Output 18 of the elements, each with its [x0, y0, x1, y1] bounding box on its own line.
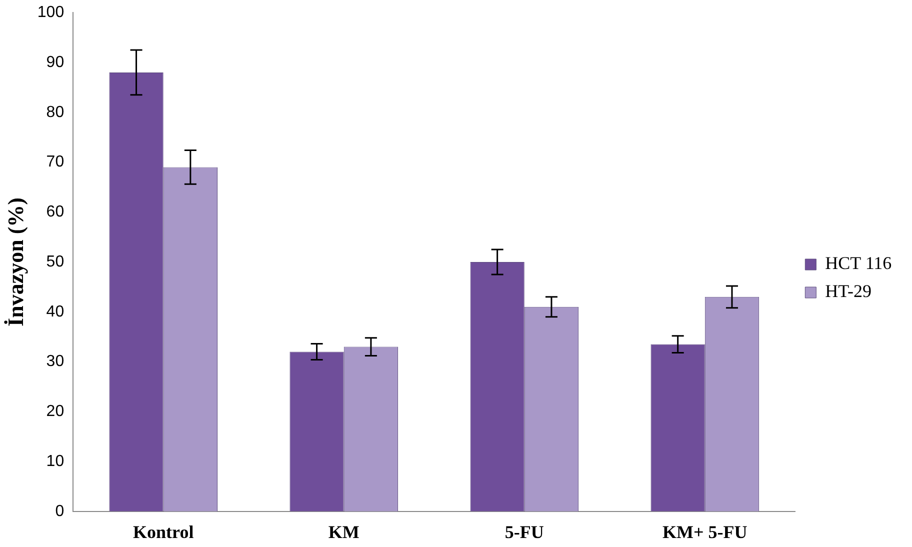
x-tick-label: KM+ 5-FU	[662, 522, 748, 542]
y-tick-label: 80	[46, 104, 64, 121]
y-tick-label: 100	[37, 4, 64, 22]
y-tick-label: 50	[46, 253, 64, 270]
y-tick-label: 10	[46, 452, 64, 470]
legend-label: HCT 116	[825, 253, 892, 274]
x-tick-label: KM	[328, 522, 360, 542]
y-tick-label: 60	[46, 204, 64, 221]
y-tick-label: 70	[46, 154, 64, 171]
y-tick-label: 20	[46, 403, 64, 420]
y-tick-label: 90	[46, 54, 64, 71]
y-tick-label: 30	[46, 353, 64, 370]
x-tick-label: Kontrol	[133, 522, 194, 542]
y-axis-title: İnvazyon (%)	[2, 198, 28, 326]
x-tick-label: 5-FU	[504, 522, 544, 542]
y-tick-label: 40	[46, 303, 64, 320]
legend-label: HT-29	[825, 281, 872, 302]
y-tick-label: 0	[55, 502, 64, 520]
